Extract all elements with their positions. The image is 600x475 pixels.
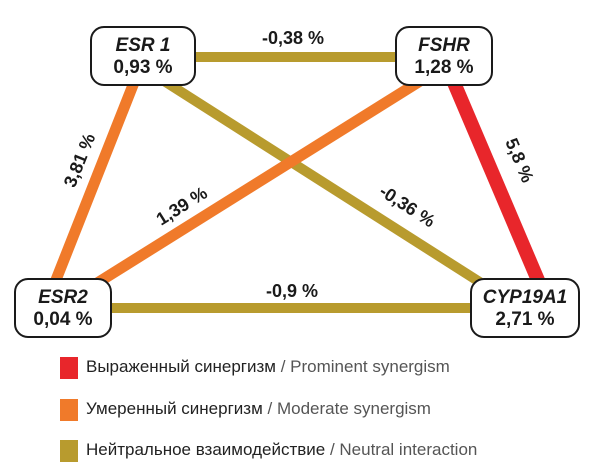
node-cyp19a1: CYP19A1 2,71 % — [470, 278, 580, 338]
node-esr2: ESR2 0,04 % — [14, 278, 112, 338]
legend-swatch-prominent — [60, 357, 78, 379]
legend-label-moderate: Умеренный синергизм / Moderate synergism — [86, 399, 431, 418]
edge-label-esr1-fshr: -0,38 % — [262, 28, 325, 48]
legend-swatch-neutral — [60, 440, 78, 462]
node-esr1-name: ESR 1 — [115, 35, 171, 56]
edge-fshr-cyp19a1 — [445, 75, 550, 295]
edge-esr1-esr2 — [46, 77, 141, 293]
edge-label-esr2-cyp19a1: -0,9 % — [266, 281, 319, 301]
edge-esr1-cyp19a1 — [147, 67, 503, 300]
node-esr1-value: 0,93 % — [113, 57, 173, 78]
legend-item-neutral: Нейтральное взаимодействие / Neutral int… — [60, 438, 580, 464]
legend-label-neutral: Нейтральное взаимодействие / Neutral int… — [86, 440, 478, 459]
node-fshr-value: 1,28 % — [414, 57, 474, 78]
node-esr2-value: 0,04 % — [33, 309, 93, 330]
node-cyp19a1-value: 2,71 % — [495, 309, 555, 330]
legend-item-prominent: Выраженный синергизм / Prominent synergi… — [60, 355, 580, 381]
legend-item-moderate: Умеренный синергизм / Moderate synergism — [60, 397, 580, 423]
node-esr2-name: ESR2 — [38, 287, 88, 308]
node-cyp19a1-name: CYP19A1 — [482, 287, 568, 308]
legend-label-prominent: Выраженный синергизм / Prominent synergi… — [86, 357, 450, 376]
node-fshr-name: FSHR — [418, 35, 470, 56]
node-fshr: FSHR 1,28 % — [395, 26, 493, 86]
legend-swatch-moderate — [60, 399, 78, 421]
edge-fshr-esr2 — [75, 73, 428, 300]
node-esr1: ESR 1 0,93 % — [90, 26, 196, 86]
